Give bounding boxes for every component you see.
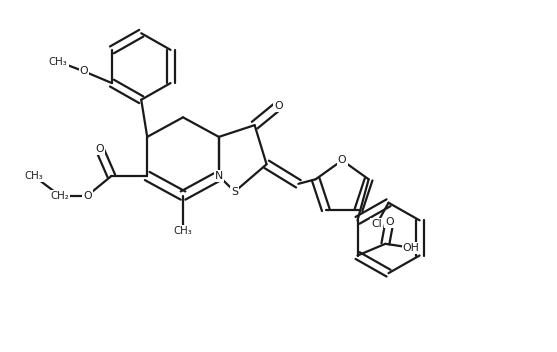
Text: CH₃: CH₃ (25, 171, 43, 181)
Text: OH: OH (403, 243, 419, 253)
Text: CH₂: CH₂ (50, 190, 69, 201)
Text: Cl: Cl (372, 219, 382, 229)
Text: O: O (338, 155, 346, 165)
Text: CH₃: CH₃ (49, 57, 67, 67)
Text: O: O (385, 217, 394, 227)
Text: S: S (231, 187, 238, 197)
Text: O: O (80, 67, 89, 76)
Text: O: O (274, 101, 283, 111)
Text: O: O (95, 144, 104, 153)
Text: N: N (214, 171, 223, 181)
Text: CH₃: CH₃ (174, 226, 192, 236)
Text: O: O (83, 190, 92, 201)
